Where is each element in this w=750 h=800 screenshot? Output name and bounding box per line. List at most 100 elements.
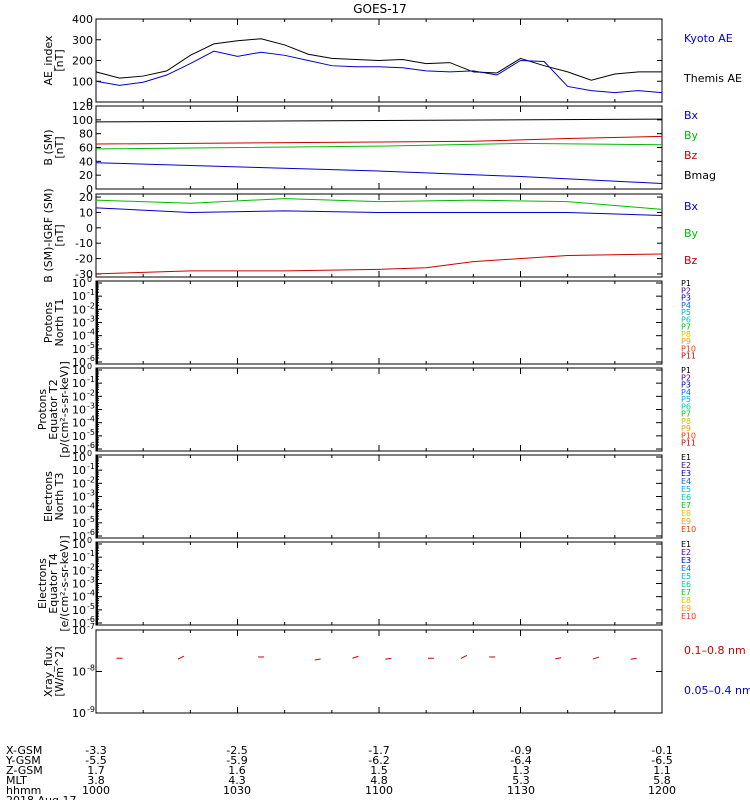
panel-frame [95,193,663,278]
y-tick-exponent: -3 [87,489,95,498]
channel-label-p9: P9 [681,424,691,433]
y-tick-exponent: -4 [87,328,95,337]
legend-bz: Bz [684,254,698,267]
y-tick-exponent: -2 [87,301,95,310]
channel-label-e5: E5 [681,572,691,581]
y-tick-exponent: -1 [87,549,95,558]
ephemeris-value: 1000 [82,784,110,797]
ephemeris-value: 5.8 [653,774,671,787]
series-line-bx [95,207,663,217]
ephemeris-value: -6.4 [510,754,531,767]
y-tick-exponent: -5 [87,515,95,524]
y-tick-label: 10 [72,491,86,504]
y-tick-exponent: -5 [87,428,95,437]
panel-ae: AE_index[nT] 400 300 200 100 0 Kyoto AE Themis … [42,13,742,109]
channel-label-e10: E10 [681,525,696,534]
panel-frame [95,105,663,190]
y-tick-label: 120 [72,100,93,113]
y-tick-label: 0 [86,96,93,109]
y-tick-label: 200 [72,55,93,68]
ephemeris-value: 3.8 [87,774,105,787]
channel-label-e5: E5 [681,485,691,494]
legend-bx: Bx [684,200,699,213]
y-tick-label: 10 [72,404,86,417]
ephemeris-value: 5.3 [512,774,530,787]
legend-by: By [684,129,699,142]
y-tick-exponent: -1 [87,288,95,297]
y-axis-label: AE_index [42,35,55,86]
y-axis-label: Protons [36,389,49,430]
y-tick-label: 10 [72,617,86,630]
ephemeris-value: -6.5 [651,754,672,767]
channel-label-p2: P2 [681,373,691,382]
channel-label-p1: P1 [681,279,691,288]
channel-label-p8: P8 [681,417,691,426]
channel-label-p4: P4 [681,301,691,310]
ephemeris-value: -2.5 [226,744,247,757]
ephemeris-value: -3.3 [85,744,106,757]
y-axis-label: Equator T2 [47,379,60,439]
y-tick-exponent: -9 [87,705,95,714]
y-tick-label: 10 [79,206,93,219]
channel-label-p3: P3 [681,294,691,303]
y-tick-label: 10 [72,517,86,530]
y-tick-exponent: -4 [87,415,95,424]
xray-flux-segment [314,658,321,661]
y-tick-label: 10 [72,530,86,543]
y-tick-exponent: -4 [87,502,95,511]
panel-bigrf: B (SM)-IGRF (SM)[nT] 20 10 0 -10 -20 -30 Bx By Bz [42,188,699,282]
channel-label-e7: E7 [681,501,691,510]
panel-frame [95,280,663,365]
y-tick-exponent: -3 [87,576,95,585]
xray-flux-segment [352,655,359,659]
y-tick-exponent: -2 [87,388,95,397]
y-tick-exponent: -4 [87,589,95,598]
series-line-by [95,142,663,150]
y-axis-label: [W/m^2] [53,646,66,696]
ephemeris-row-label: Y-GSM [5,754,41,767]
legend-bz: Bz [684,149,698,162]
y-tick-label: 10 [72,591,86,604]
legend-0-1-0-8-nm: 0.1–0.8 nm [684,644,746,657]
series-line-bx [95,162,663,184]
ephemeris-value: -5.5 [85,754,106,767]
y-tick-exponent: -5 [87,602,95,611]
channel-label-p6: P6 [681,402,691,411]
channel-label-e4: E4 [681,477,691,486]
panel-frame [95,629,663,714]
channel-label-p11: P11 [681,439,696,448]
channel-label-p11: P11 [681,352,696,361]
xray-flux-segment [460,654,468,659]
ephemeris-value: 1200 [648,784,676,797]
channel-label-e2: E2 [681,461,691,470]
y-tick-label: 10 [72,417,86,430]
channel-label-e1: E1 [681,453,691,462]
channel-label-p8: P8 [681,330,691,339]
channel-label-e9: E9 [681,517,691,526]
y-tick-label: 10 [72,317,86,330]
ephemeris-value: 1.7 [87,764,105,777]
y-tick-exponent: -6 [87,354,95,363]
ephemeris-value: -1.7 [368,744,389,757]
legend-themis-ae: Themis AE [683,72,742,85]
ephemeris-value: 1130 [507,784,535,797]
y-tick-exponent: -2 [87,475,95,484]
channel-label-p1: P1 [681,366,691,375]
y-tick-label: 300 [72,34,93,47]
panel-xray: Xray_flux[W/m^2]10-710-810 -90.1–0.8 nm0.… [42,622,750,720]
ephemeris-row-label: X-GSM [6,744,42,757]
channel-label-p5: P5 [681,395,691,404]
channel-label-e10: E10 [681,612,696,621]
channel-label-p4: P4 [681,388,691,397]
legend-0-05-0-4-nm: 0.05–0.4 nm [684,684,750,697]
y-tick-label: 10 [72,303,86,316]
y-axis-label: North T1 [53,299,66,347]
y-tick-exponent: 0 [87,449,92,458]
y-tick-label: 10 [72,330,86,343]
y-tick-label: 40 [79,155,93,168]
ephemeris-value: -0.9 [510,744,531,757]
y-tick-label: 10 [72,666,86,679]
legend-bx: Bx [684,109,699,122]
ephemeris-date: 2018 Aug 17 [6,794,76,800]
